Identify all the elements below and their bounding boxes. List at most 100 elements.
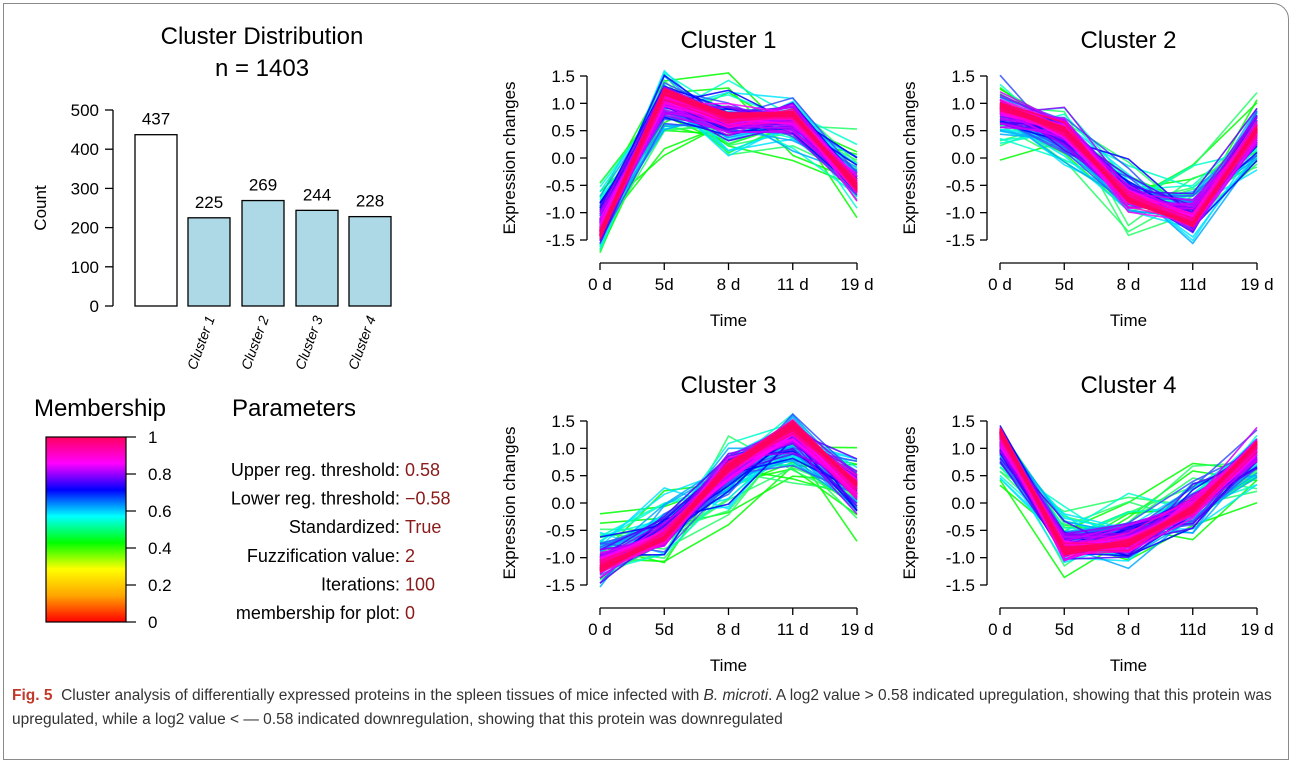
cluster-line bbox=[999, 106, 1258, 225]
x-tick-label: 0 d bbox=[988, 620, 1012, 639]
x-tick-label: 8 d bbox=[717, 620, 741, 639]
bar-chart-ylabel: Count bbox=[31, 185, 50, 231]
y-tick-label: 0.0 bbox=[951, 149, 975, 168]
bar-y-tick-label: 300 bbox=[71, 179, 99, 198]
cluster-3-lines bbox=[599, 412, 858, 588]
y-tick-label: 0.0 bbox=[951, 494, 975, 513]
bar-y-tick-label: 500 bbox=[71, 101, 99, 120]
bar-y-tick-label: 100 bbox=[71, 258, 99, 277]
x-tick-label: 11d bbox=[1179, 275, 1206, 294]
x-tick-label: 19 d bbox=[840, 275, 873, 294]
y-tick-label: -0.5 bbox=[546, 176, 575, 195]
cluster-2-xlabel: Time bbox=[1110, 311, 1147, 330]
bar-data-label: 437 bbox=[142, 110, 170, 129]
bar-category-label: Cluster 4 bbox=[345, 313, 379, 371]
cluster-line bbox=[599, 414, 858, 551]
y-tick-label: -0.5 bbox=[946, 521, 975, 540]
cluster-line bbox=[599, 88, 858, 237]
cluster-line bbox=[999, 451, 1258, 558]
y-tick-label: 1.0 bbox=[551, 94, 575, 113]
bar-category-label: Cluster 1 bbox=[184, 314, 218, 372]
y-tick-label: -0.5 bbox=[546, 521, 575, 540]
x-tick-label: 8 d bbox=[1117, 275, 1141, 294]
bar-chart-title: Cluster Distribution bbox=[161, 23, 364, 50]
caption-text-1: Cluster analysis of differentially expre… bbox=[61, 687, 704, 704]
bar-data-label: 244 bbox=[303, 185, 331, 204]
membership-ticks: 1 0.8 0.6 0.4 0.2 0 bbox=[126, 428, 172, 632]
membership-title: Membership bbox=[34, 395, 166, 422]
y-tick-label: -1.0 bbox=[546, 204, 575, 223]
membership-tick-label: 0.2 bbox=[148, 576, 172, 595]
y-tick-label: -1.5 bbox=[946, 576, 975, 595]
param-label: Upper reg. threshold: bbox=[231, 460, 400, 480]
cluster-3-panel: Cluster 3 Time Expression changes 1.5 1.0… bbox=[500, 372, 874, 675]
cluster-line bbox=[599, 93, 858, 237]
cluster-4-xlabel: Time bbox=[1110, 656, 1147, 675]
caption-text-2: . A log2 value > 0.58 indicated upregula… bbox=[12, 687, 1272, 728]
x-tick-label: 5d bbox=[1055, 620, 1074, 639]
y-tick-label: 1.5 bbox=[551, 412, 575, 431]
membership-tick-label: 0 bbox=[148, 613, 157, 632]
membership-colorbar bbox=[45, 436, 127, 623]
cluster-2-panel: Cluster 2 Time Expression changes 1.5 1.0… bbox=[900, 27, 1274, 330]
cluster-1-panel: Cluster 1 Time Expression changes 1.5 1.0… bbox=[500, 27, 874, 330]
y-tick-label: -1.0 bbox=[546, 549, 575, 568]
param-label: Fuzzification value: bbox=[247, 546, 400, 566]
y-tick-label: -1.5 bbox=[546, 576, 575, 595]
bar-1 bbox=[187, 217, 231, 307]
cluster-4-title: Cluster 4 bbox=[1080, 372, 1176, 399]
y-tick-label: 0.5 bbox=[551, 467, 575, 486]
bar-data-label: 269 bbox=[249, 176, 277, 195]
y-tick-label: -0.5 bbox=[946, 176, 975, 195]
membership-tick-label: 0.6 bbox=[148, 502, 172, 521]
x-tick-label: 5d bbox=[1055, 275, 1074, 294]
bar-y-tick-label: 200 bbox=[71, 219, 99, 238]
bar-3 bbox=[295, 209, 339, 307]
bar-chart-subtitle: n = 1403 bbox=[215, 55, 309, 82]
param-label: Iterations: bbox=[321, 574, 400, 594]
membership-tick-label: 0.8 bbox=[148, 465, 172, 484]
y-tick-label: -1.0 bbox=[946, 204, 975, 223]
membership-tick-label: 1 bbox=[148, 428, 157, 447]
y-tick-label: -1.0 bbox=[946, 549, 975, 568]
figure-svg: Cluster Distribution n = 1403 Count 0100… bbox=[31, 23, 1274, 675]
y-tick-label: 1.5 bbox=[551, 67, 575, 86]
cluster-3-title: Cluster 3 bbox=[680, 372, 776, 399]
cluster-2-ylabel: Expression changes bbox=[900, 81, 919, 234]
caption-label: Fig. 5 bbox=[12, 687, 53, 704]
x-tick-label: 8 d bbox=[717, 275, 741, 294]
cluster-line bbox=[599, 423, 858, 568]
caption-species: B. microti bbox=[703, 687, 769, 704]
y-tick-label: 1.0 bbox=[951, 439, 975, 458]
param-label: Lower reg. threshold: bbox=[231, 489, 400, 509]
y-tick-label: 0.0 bbox=[551, 494, 575, 513]
bar-category-label: Cluster 2 bbox=[238, 313, 272, 371]
x-tick-label: 19 d bbox=[1240, 275, 1273, 294]
parameters-title: Parameters bbox=[232, 395, 356, 422]
cluster-4-lines bbox=[999, 425, 1258, 579]
x-tick-label: 19 d bbox=[840, 620, 873, 639]
x-tick-label: 0 d bbox=[588, 620, 612, 639]
y-tick-label: 0.5 bbox=[951, 122, 975, 141]
param-label: membership for plot: bbox=[236, 603, 400, 623]
y-tick-label: 0.5 bbox=[551, 122, 575, 141]
cluster-line bbox=[599, 435, 858, 569]
cluster-3-ylabel: Expression changes bbox=[500, 426, 519, 579]
param-value: 0 bbox=[405, 603, 415, 623]
param-value: 2 bbox=[405, 546, 415, 566]
x-tick-label: 11d bbox=[1179, 620, 1206, 639]
y-tick-label: 0.0 bbox=[551, 149, 575, 168]
y-tick-label: -1.5 bbox=[546, 231, 575, 250]
y-tick-label: 0.5 bbox=[951, 467, 975, 486]
x-tick-label: 0 d bbox=[988, 275, 1012, 294]
x-tick-label: 5d bbox=[655, 620, 674, 639]
cluster-1-ylabel: Expression changes bbox=[500, 81, 519, 234]
bar-y-tick-label: 0 bbox=[90, 297, 99, 316]
bar-category-label: Cluster 3 bbox=[292, 313, 326, 371]
cluster-line bbox=[999, 431, 1258, 552]
membership-tick-label: 0.4 bbox=[148, 539, 172, 558]
x-tick-label: 0 d bbox=[588, 275, 612, 294]
bar-chart-bars: 437 225 Cluster 1 269 Cluster 2 244 Cluster 3 2… bbox=[134, 110, 392, 372]
y-tick-label: 1.0 bbox=[951, 94, 975, 113]
